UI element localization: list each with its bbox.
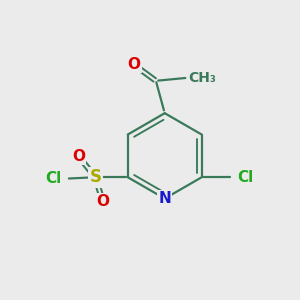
Text: O: O — [72, 148, 85, 164]
Text: CH₃: CH₃ — [188, 71, 216, 85]
Text: O: O — [96, 194, 109, 209]
Text: Cl: Cl — [238, 170, 254, 185]
Text: N: N — [158, 191, 171, 206]
Text: S: S — [89, 168, 101, 186]
Text: O: O — [127, 57, 140, 72]
Text: Cl: Cl — [45, 171, 62, 186]
